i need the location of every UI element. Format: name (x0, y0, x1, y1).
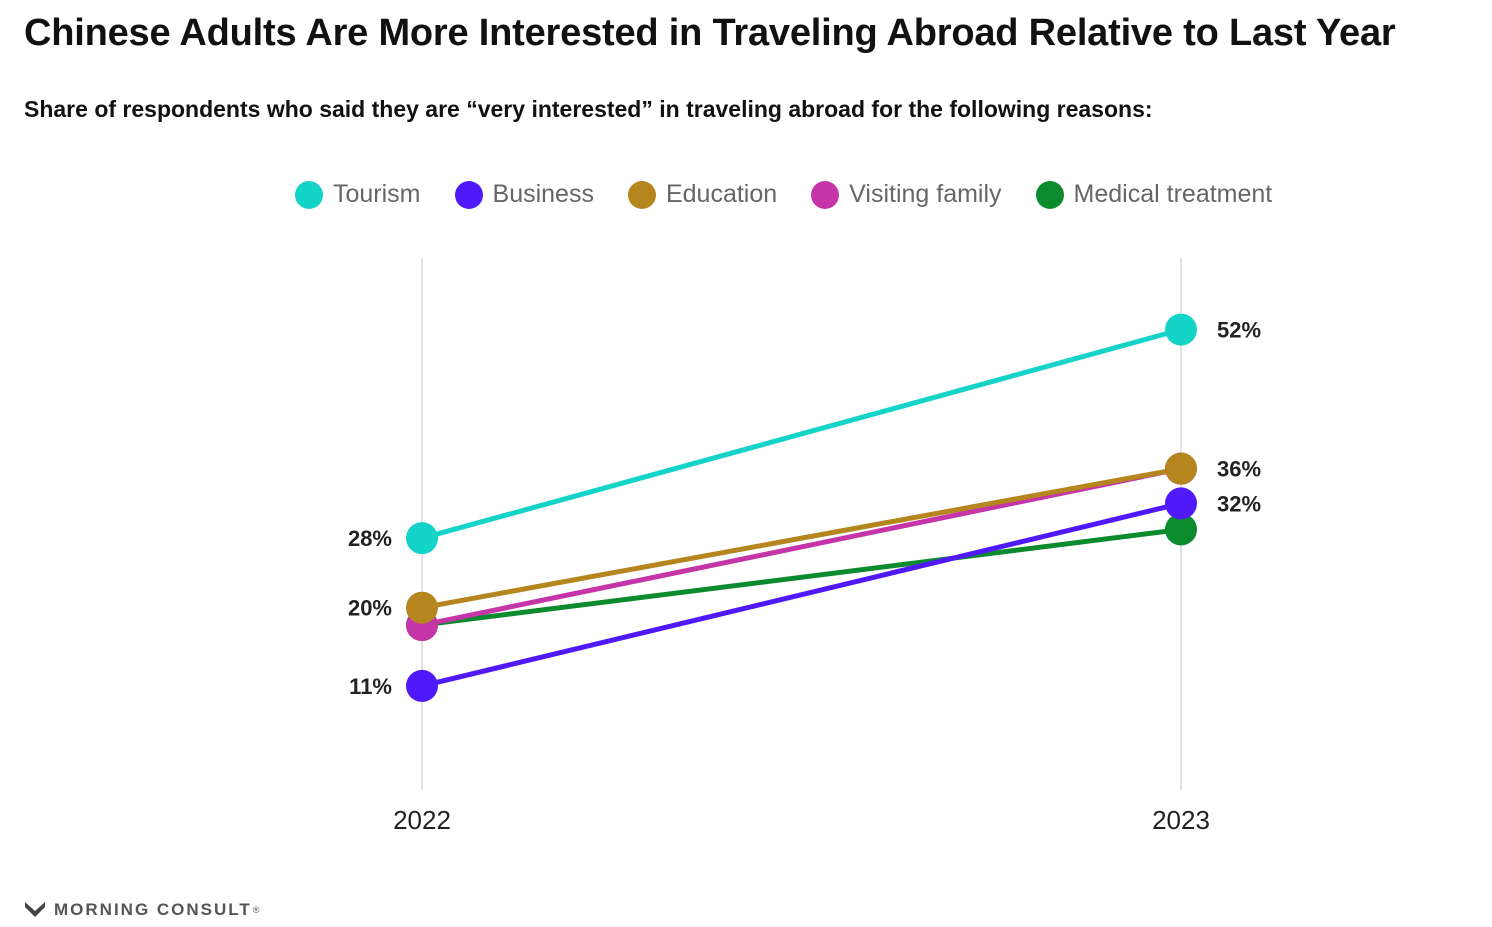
point-business-2022 (406, 669, 438, 702)
legend-item-business: Business (454, 180, 594, 209)
legend-label-medical-treatment: Medical treatment (1073, 180, 1273, 208)
morning-consult-logo-icon (25, 902, 45, 917)
legend-swatch-education (627, 180, 656, 209)
legend-swatch-medical-treatment (1035, 180, 1064, 209)
legend-swatch-business (454, 180, 483, 209)
point-tourism-2022 (406, 522, 438, 555)
data-label-business-2022: 11% (349, 674, 392, 699)
point-medical-treatment-2023 (1165, 513, 1197, 546)
series-line-business (421, 500, 1182, 689)
legend-swatch-visiting-family (811, 180, 840, 209)
data-label-tourism-2022: 28% (348, 526, 392, 551)
series-line-visiting-family (421, 466, 1182, 628)
point-business-2023 (1165, 487, 1197, 520)
legend-item-medical-treatment: Medical treatment (1035, 180, 1273, 209)
legend: Tourism Business Education Visiting fami… (295, 180, 1306, 209)
series-line-tourism (421, 327, 1182, 541)
morning-consult-logo: MORNING CONSULT ® (24, 900, 259, 920)
legend-label-business: Business (492, 180, 594, 208)
x-tick-2022: 2022 (393, 805, 451, 835)
chart-title: Chinese Adults Are More Interested in Tr… (24, 12, 1396, 54)
data-label-business-2023: 32% (1217, 491, 1261, 516)
x-tick-2023: 2023 (1152, 805, 1210, 835)
point-education-2023 (1165, 452, 1197, 485)
chart-subtitle: Share of respondents who said they are “… (24, 96, 1153, 122)
legend-label-tourism: Tourism (333, 180, 421, 208)
data-label-education-2022: 20% (348, 596, 392, 621)
series-line-education (421, 466, 1182, 611)
legend-label-visiting-family: Visiting family (849, 180, 1002, 208)
data-label-tourism-2023: 52% (1217, 318, 1261, 343)
legend-swatch-tourism (295, 180, 323, 209)
legend-item-tourism: Tourism (295, 180, 421, 209)
legend-item-visiting-family: Visiting family (811, 180, 1002, 209)
data-label-visiting-family-2023: 36% (1217, 457, 1261, 482)
point-education-2022 (406, 591, 438, 624)
legend-label-education: Education (665, 180, 778, 208)
series-line-medical-treatment (421, 527, 1182, 628)
morning-consult-wordmark: MORNING CONSULT (54, 900, 252, 919)
point-tourism-2023 (1165, 313, 1197, 346)
legend-item-education: Education (627, 180, 778, 209)
registered-mark: ® (252, 905, 260, 915)
